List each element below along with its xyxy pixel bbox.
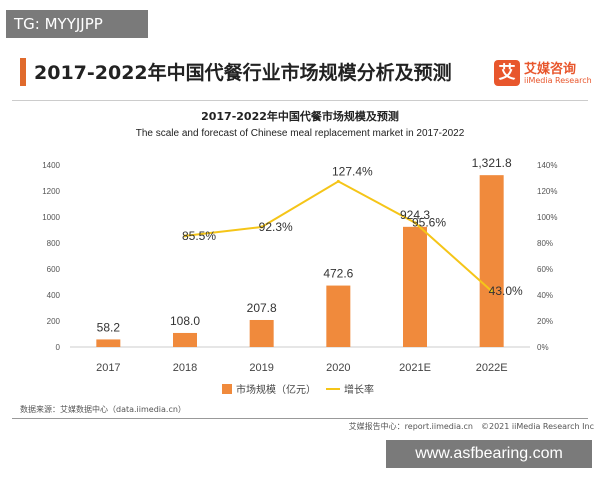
y-right-tick-label: 20%: [537, 317, 553, 326]
growth-rate-label: 127.4%: [332, 164, 373, 178]
y-right-tick-label: 120%: [537, 187, 557, 196]
brand-logo: 艾 艾媒咨询 iiMedia Research: [494, 58, 594, 92]
bar-value-label: 108.0: [170, 314, 200, 328]
y-right-tick-label: 60%: [537, 265, 553, 274]
logo-name-cn: 艾媒咨询: [524, 62, 577, 77]
growth-rate-label: 43.0%: [489, 284, 523, 298]
x-tick-label: 2018: [173, 362, 197, 374]
growth-rate-label: 92.3%: [259, 220, 293, 234]
bar-value-label: 207.8: [247, 301, 277, 315]
logo-mark-icon: 艾: [494, 60, 520, 86]
x-tick-label: 2017: [96, 362, 120, 374]
bar-value-label: 58.2: [97, 320, 121, 334]
growth-rate-point: [260, 225, 264, 229]
header-divider: [12, 100, 588, 101]
legend-bar-label: 市场规模（亿元）: [236, 383, 316, 396]
x-tick-label: 2021E: [399, 362, 431, 374]
bar-value-label: 472.6: [323, 267, 353, 281]
growth-rate-point: [336, 179, 340, 183]
legend-bar-swatch: [222, 384, 232, 394]
logo-name-en: iiMedia Research: [524, 76, 592, 85]
chart-title: 2017-2022年中国代餐市场规模及预测: [201, 110, 399, 123]
y-right-tick-label: 140%: [537, 161, 557, 170]
y-left-tick-label: 600: [47, 265, 61, 274]
bar: [96, 339, 121, 347]
growth-rate-point: [413, 221, 417, 225]
watermark-tag: TG: MYYJJPP: [6, 10, 148, 38]
y-left-tick-label: 1000: [42, 213, 60, 222]
y-right-tick-label: 100%: [537, 213, 557, 222]
bar: [249, 319, 274, 347]
x-tick-label: 2022E: [476, 362, 508, 374]
growth-rate-label: 95.6%: [412, 216, 446, 230]
title-accent-bar: [20, 58, 26, 86]
bar: [326, 285, 351, 347]
bar-value-label: 1,321.8: [472, 156, 512, 170]
x-tick-label: 2020: [326, 362, 350, 374]
y-left-tick-label: 1200: [42, 187, 60, 196]
bar-value-label: 924.3: [400, 208, 430, 222]
growth-rate-point: [183, 234, 187, 238]
y-right-tick-label: 80%: [537, 239, 553, 248]
footer-credit: 艾媒报告中心：report.iimedia.cn ©2021 iiMedia R…: [348, 422, 594, 431]
y-left-tick-label: 400: [47, 291, 61, 300]
bar: [173, 332, 197, 347]
y-left-tick-label: 200: [47, 317, 61, 326]
growth-rate-label: 85.5%: [182, 229, 216, 243]
legend-line-label: 增长率: [344, 383, 374, 396]
bar: [479, 175, 504, 347]
y-left-tick-label: 800: [47, 239, 61, 248]
growth-rate-point: [490, 289, 494, 293]
watermark-url: www.asfbearing.com: [386, 440, 592, 468]
source-note: 数据来源：艾媒数据中心（data.iimedia.cn）: [20, 405, 186, 414]
y-right-tick-label: 40%: [537, 291, 553, 300]
y-left-tick-label: 1400: [42, 161, 60, 170]
x-tick-label: 2019: [249, 362, 273, 374]
page-title: 2017-2022年中国代餐行业市场规模分析及预测: [34, 62, 452, 84]
bar: [403, 226, 427, 347]
y-left-tick-label: 0: [56, 343, 61, 352]
y-right-tick-label: 0%: [537, 343, 549, 352]
footer-divider: [12, 418, 588, 419]
chart-subtitle: The scale and forecast of Chinese meal r…: [135, 128, 465, 139]
